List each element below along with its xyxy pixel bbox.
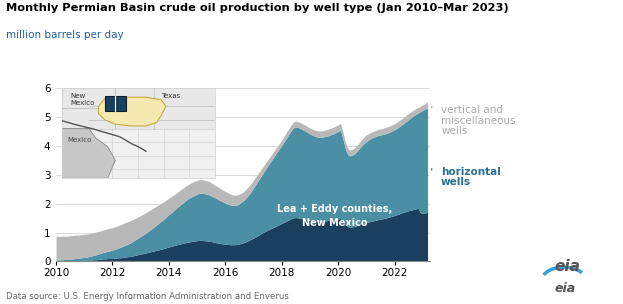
Text: eia: eia	[554, 282, 576, 295]
Text: Data source: U.S. Energy Information Administration and Enverus: Data source: U.S. Energy Information Adm…	[6, 292, 289, 301]
Text: eia: eia	[554, 259, 580, 274]
Text: New Mexico: New Mexico	[302, 218, 368, 228]
Text: Monthly Permian Basin crude oil production by well type (Jan 2010–Mar 2023): Monthly Permian Basin crude oil producti…	[6, 3, 509, 13]
Text: wells: wells	[441, 126, 467, 136]
Text: vertical and: vertical and	[441, 105, 503, 116]
Text: Lea + Eddy counties,: Lea + Eddy counties,	[277, 205, 392, 214]
Text: miscellaneous: miscellaneous	[441, 116, 516, 126]
Text: million barrels per day: million barrels per day	[6, 30, 124, 40]
Text: wells: wells	[441, 177, 471, 187]
Text: horizontal: horizontal	[441, 167, 501, 177]
